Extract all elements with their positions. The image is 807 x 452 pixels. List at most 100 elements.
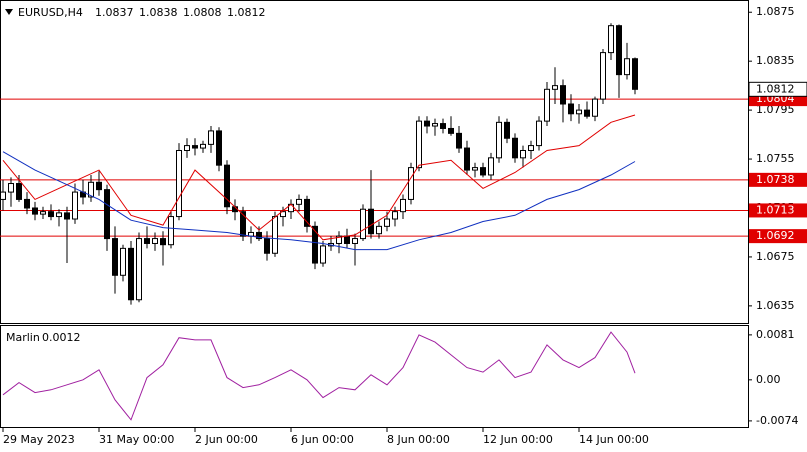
candle-body [528, 145, 534, 151]
candle-body [128, 247, 134, 301]
candle-body [472, 167, 478, 171]
y-tick-label: 1.0675 [756, 250, 795, 263]
candle-body [464, 147, 470, 171]
level-label-box [749, 203, 807, 218]
y-tick-label: 1.0875 [756, 5, 795, 18]
candle-body [496, 121, 502, 159]
candle-body [168, 216, 174, 246]
candle-body [160, 238, 166, 246]
x-tick-label: 8 Jun 00:00 [387, 433, 450, 446]
candle-body [224, 164, 230, 208]
candle-body [400, 198, 406, 213]
candle-body [320, 245, 326, 264]
level-label-box [749, 229, 807, 244]
candle-body [120, 247, 126, 276]
candle-body [360, 208, 366, 240]
candle-body [480, 167, 486, 176]
candle-body [72, 191, 78, 220]
candle-body [32, 207, 38, 215]
candle-body [336, 235, 342, 244]
x-tick-label: 29 May 2023 [3, 433, 75, 446]
candle-body [184, 145, 190, 151]
candle-body [592, 98, 598, 117]
y-tick-label: -0.0074 [756, 414, 798, 427]
candle-body [440, 123, 446, 129]
last-low: 1.0808 [183, 6, 222, 19]
indicator-value: 0.0012 [42, 331, 81, 344]
candle-body [0, 191, 6, 200]
candle-body [144, 238, 150, 244]
candle-body [584, 109, 590, 117]
candle-body [40, 211, 46, 215]
candle-body [632, 58, 638, 90]
level-label: 1.0692 [756, 229, 795, 242]
x-tick-label: 2 Jun 00:00 [195, 433, 258, 446]
indicator-name: Marlin [6, 331, 40, 344]
symbol: EURUSD,H4 [18, 6, 83, 19]
candle-body [368, 208, 374, 235]
moving-average [2, 114, 636, 241]
candle-body [392, 211, 398, 220]
candle-body [152, 238, 158, 244]
candle-body [112, 238, 118, 276]
level-label: 1.0738 [756, 173, 795, 186]
candle-body [416, 120, 422, 169]
candle-body [376, 225, 382, 235]
price-label: 1.0812 [756, 82, 795, 95]
candle-body [24, 198, 30, 209]
moving-average [2, 151, 636, 251]
candle-body [424, 120, 430, 127]
y-tick-label: 1.0795 [756, 103, 795, 116]
last-high: 1.0838 [139, 6, 178, 19]
x-tick-label: 12 Jun 00:00 [483, 433, 553, 446]
candle-body [504, 121, 510, 139]
candle-body [48, 211, 54, 218]
candle-body [624, 58, 630, 76]
candle-body [56, 212, 62, 218]
candle-body [560, 85, 566, 105]
candle-body [304, 198, 310, 227]
candle-body [208, 130, 214, 145]
candle-body [448, 127, 454, 134]
candle-body [88, 181, 94, 198]
price-panel [0, 0, 749, 324]
level-label-box [749, 172, 807, 187]
candle-body [608, 25, 614, 54]
candle-body [544, 88, 550, 122]
candle-body [520, 149, 526, 159]
candle-body [312, 225, 318, 264]
candle-body [200, 143, 206, 149]
candle-body [616, 25, 622, 76]
candle-body [256, 231, 262, 240]
candle-body [8, 183, 14, 193]
candle-body [536, 120, 542, 147]
candle-body [408, 167, 414, 200]
candle-body [456, 132, 462, 149]
price-label-box [748, 81, 807, 97]
level-label: 1.0713 [756, 203, 795, 216]
candle-body [264, 238, 270, 254]
candle-body [216, 130, 222, 166]
menu-triangle[interactable] [5, 9, 13, 15]
candle-body [384, 218, 390, 227]
x-tick-label: 6 Jun 00:00 [291, 433, 354, 446]
candle-body [432, 123, 438, 127]
candle-body [280, 211, 286, 218]
candle-body [296, 198, 302, 205]
candle-body [568, 103, 574, 115]
candle-body [104, 189, 110, 240]
candle-body [352, 238, 358, 244]
y-tick-label: 0.0081 [756, 328, 795, 341]
y-tick-label: 1.0835 [756, 54, 795, 67]
candle-body [576, 109, 582, 115]
candle-body [16, 183, 22, 200]
candle-body [488, 157, 494, 176]
candle-body [192, 145, 198, 149]
last-close: 1.0812 [227, 6, 266, 19]
indicator-line [2, 331, 636, 421]
candle-body [136, 238, 142, 301]
x-tick-label: 31 May 00:00 [99, 433, 174, 446]
y-tick-label: 1.0755 [756, 152, 795, 165]
candle-body [344, 235, 350, 244]
